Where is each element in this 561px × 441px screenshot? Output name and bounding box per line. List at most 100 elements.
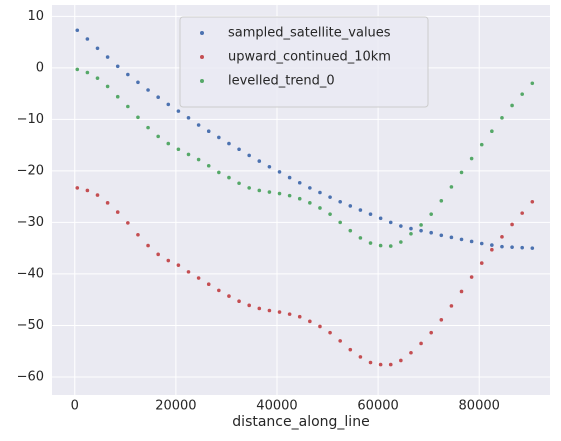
point xyxy=(388,244,393,248)
x-axis-label: distance_along_line xyxy=(232,414,369,430)
legend-marker xyxy=(200,55,204,59)
point xyxy=(530,81,535,86)
point xyxy=(409,226,413,231)
point xyxy=(217,288,221,293)
point xyxy=(419,228,423,233)
point xyxy=(469,156,474,161)
point xyxy=(490,243,494,247)
x-tick-label: 60000 xyxy=(357,399,398,414)
point xyxy=(95,46,100,51)
point xyxy=(75,28,80,33)
point xyxy=(459,170,464,175)
point xyxy=(287,312,292,316)
point xyxy=(217,135,221,140)
point xyxy=(146,88,150,92)
point xyxy=(227,141,231,146)
point xyxy=(449,235,454,240)
point xyxy=(378,216,383,221)
point xyxy=(328,330,332,335)
point xyxy=(95,76,100,80)
point xyxy=(257,159,262,163)
point xyxy=(318,206,322,210)
point xyxy=(479,261,484,265)
point xyxy=(206,282,211,287)
point xyxy=(267,308,272,313)
point xyxy=(166,102,171,107)
point xyxy=(196,276,201,280)
point xyxy=(267,190,272,194)
point xyxy=(378,362,383,367)
point xyxy=(520,245,524,250)
point xyxy=(439,317,444,322)
point xyxy=(136,80,140,85)
point xyxy=(368,241,373,245)
y-tick-label: −60 xyxy=(17,369,44,384)
point xyxy=(429,330,433,335)
point xyxy=(318,324,322,329)
point xyxy=(490,129,494,134)
point xyxy=(409,350,413,355)
point xyxy=(146,243,150,248)
point xyxy=(510,103,514,108)
point xyxy=(297,314,302,319)
point xyxy=(358,355,363,359)
point xyxy=(126,104,130,109)
point xyxy=(277,310,282,314)
point xyxy=(126,221,130,225)
y-tick-label: 10 xyxy=(27,9,44,24)
x-tick-label: 0 xyxy=(71,399,79,414)
point xyxy=(429,212,433,216)
point xyxy=(105,55,110,59)
point xyxy=(348,228,353,233)
point xyxy=(399,358,403,363)
point xyxy=(227,294,231,298)
point xyxy=(459,289,464,294)
y-tick-label: 0 xyxy=(36,60,44,75)
point xyxy=(449,304,454,308)
point xyxy=(95,193,100,197)
point xyxy=(500,116,504,120)
point xyxy=(479,241,484,246)
point xyxy=(338,220,342,225)
legend-box xyxy=(179,16,429,108)
point xyxy=(115,64,120,69)
point xyxy=(469,275,474,279)
point xyxy=(115,94,120,99)
point xyxy=(479,142,484,147)
point xyxy=(126,72,130,77)
x-tick-label: 80000 xyxy=(459,399,500,414)
point xyxy=(388,362,393,367)
point xyxy=(338,200,342,204)
point xyxy=(176,263,181,267)
point xyxy=(196,157,201,162)
y-tick-label: −10 xyxy=(17,112,44,127)
point xyxy=(368,360,373,365)
point xyxy=(156,134,160,139)
y-tick-label: −50 xyxy=(17,318,44,333)
point xyxy=(419,341,423,346)
point xyxy=(257,306,262,311)
point xyxy=(510,245,514,249)
point xyxy=(348,347,353,352)
point xyxy=(469,239,474,244)
point xyxy=(166,258,171,263)
x-tick-label: 40000 xyxy=(256,399,297,414)
point xyxy=(388,220,393,225)
legend-marker xyxy=(200,79,204,83)
point xyxy=(409,231,413,236)
point xyxy=(75,186,80,190)
point xyxy=(399,224,403,228)
point xyxy=(217,170,221,175)
point xyxy=(176,147,181,152)
point xyxy=(156,95,160,100)
point xyxy=(277,191,282,196)
point xyxy=(75,67,80,72)
point xyxy=(308,186,312,190)
point xyxy=(136,232,140,237)
point xyxy=(297,180,302,185)
point xyxy=(459,237,464,242)
point xyxy=(237,147,241,152)
point xyxy=(429,230,433,235)
point xyxy=(146,125,150,130)
